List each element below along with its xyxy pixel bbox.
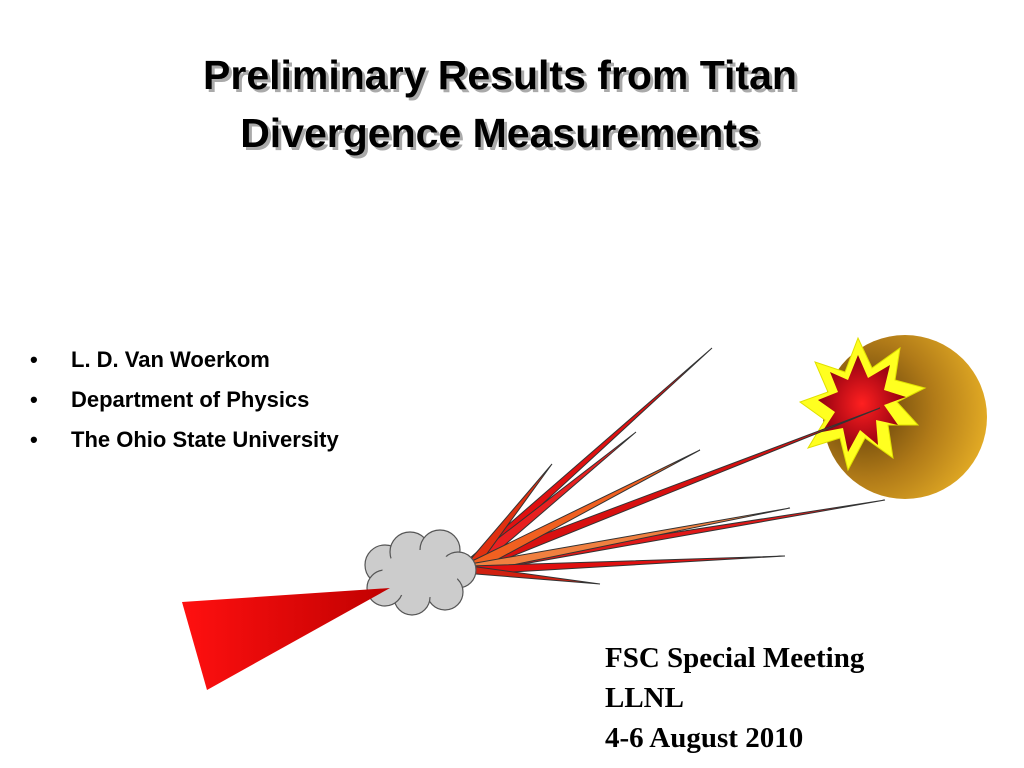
laser-beam: [182, 588, 390, 690]
footer-line: FSC Special Meeting: [605, 642, 865, 674]
bullet: Department of Physics: [30, 383, 339, 423]
footer-line: 4-6 August 2010: [605, 722, 804, 754]
footer: FSC Special Meeting LLNL 4-6 August 2010: [605, 638, 864, 758]
bullet: The Ohio State University: [30, 423, 339, 463]
bullet-list: L. D. Van Woerkom Department of Physics …: [30, 343, 339, 463]
bullet: L. D. Van Woerkom: [30, 343, 339, 383]
title-line: Divergence Measurements: [240, 110, 760, 156]
spikes: [468, 347, 886, 585]
title-line: Preliminary Results from Titan: [203, 52, 797, 98]
burst-inner: [818, 355, 906, 452]
footer-line: LLNL: [605, 682, 684, 714]
cloud: [364, 529, 477, 616]
cloud-core: [382, 550, 458, 598]
